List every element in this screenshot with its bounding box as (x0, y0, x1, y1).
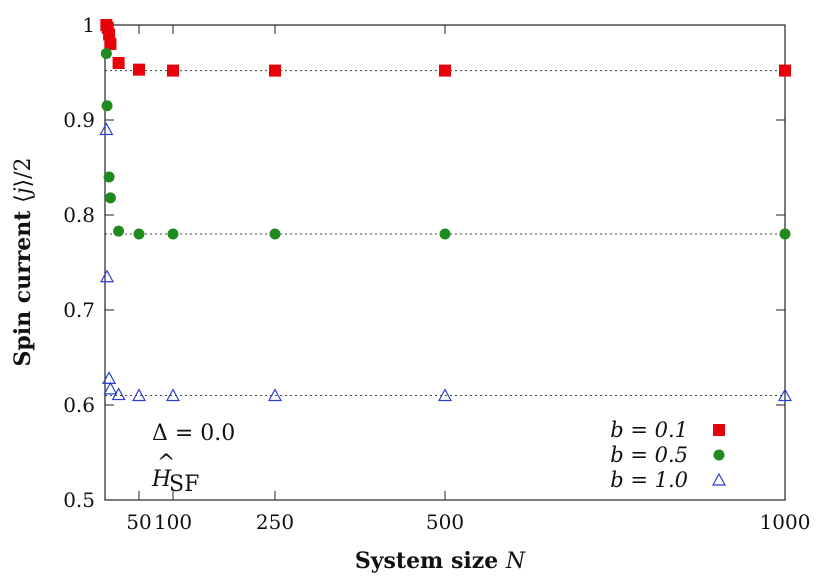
data-point (100, 269, 115, 283)
legend-label: b = 1.0 (610, 468, 688, 492)
data-point (777, 388, 793, 402)
data-point (103, 171, 115, 183)
data-points (99, 19, 793, 402)
y-tick-label: 0.5 (63, 488, 95, 512)
y-tick-label: 0.6 (63, 393, 95, 417)
data-point (131, 388, 147, 402)
legend: b = 0.1b = 0.5b = 1.0 (610, 418, 727, 492)
data-point (104, 192, 116, 204)
data-point (112, 57, 125, 69)
data-point (269, 228, 281, 240)
data-point (100, 48, 112, 59)
data-point (111, 387, 126, 401)
data-point (165, 388, 181, 402)
legend-marker (713, 449, 725, 461)
data-point (167, 64, 179, 77)
data-point (439, 64, 451, 77)
data-point (113, 225, 125, 237)
series-0 (100, 19, 791, 77)
data-point (167, 228, 179, 240)
data-point (133, 63, 145, 76)
data-point (104, 38, 117, 50)
y-tick-label: 0.9 (63, 108, 95, 132)
x-tick-label: 50 (126, 510, 151, 534)
data-point (779, 64, 791, 77)
data-point (103, 381, 118, 395)
series-1 (100, 48, 791, 240)
data-point (133, 228, 145, 240)
annotation-hamiltonian: H ^ SF (151, 451, 199, 497)
legend-marker (713, 424, 725, 436)
data-point (269, 64, 281, 77)
y-tick-label: 1 (82, 13, 95, 37)
data-point (779, 228, 791, 240)
y-tick-label: 0.7 (63, 298, 95, 322)
y-tick-label: 0.8 (63, 203, 95, 227)
x-tick-label: 1000 (760, 510, 811, 534)
svg-text:H: H (151, 467, 172, 492)
axis-ticks: 0.5 0.6 0.7 0.8 0.9 1 50 100 250 500 1000 (63, 13, 810, 534)
svg-text:SF: SF (169, 472, 199, 497)
legend-marker (711, 472, 727, 486)
annotation-delta: Δ = 0.0 (152, 421, 235, 446)
data-point (437, 388, 453, 402)
data-point (103, 28, 116, 41)
x-tick-label: 100 (154, 510, 192, 534)
data-point (101, 100, 113, 112)
series-2 (99, 122, 793, 402)
y-axis-title: Spin current ⟨j⟩/2 (10, 157, 36, 366)
data-point (99, 122, 114, 136)
data-point (102, 371, 117, 384)
legend-label: b = 0.1 (610, 418, 688, 442)
x-tick-label: 250 (256, 510, 294, 534)
plot-frame (104, 24, 786, 501)
svg-text:^: ^ (157, 451, 175, 476)
x-axis-title: System size N (355, 548, 526, 574)
data-point (439, 228, 451, 240)
data-point (267, 388, 283, 402)
x-tick-label: 500 (426, 510, 464, 534)
data-point (101, 21, 114, 34)
legend-label: b = 0.5 (610, 443, 688, 467)
